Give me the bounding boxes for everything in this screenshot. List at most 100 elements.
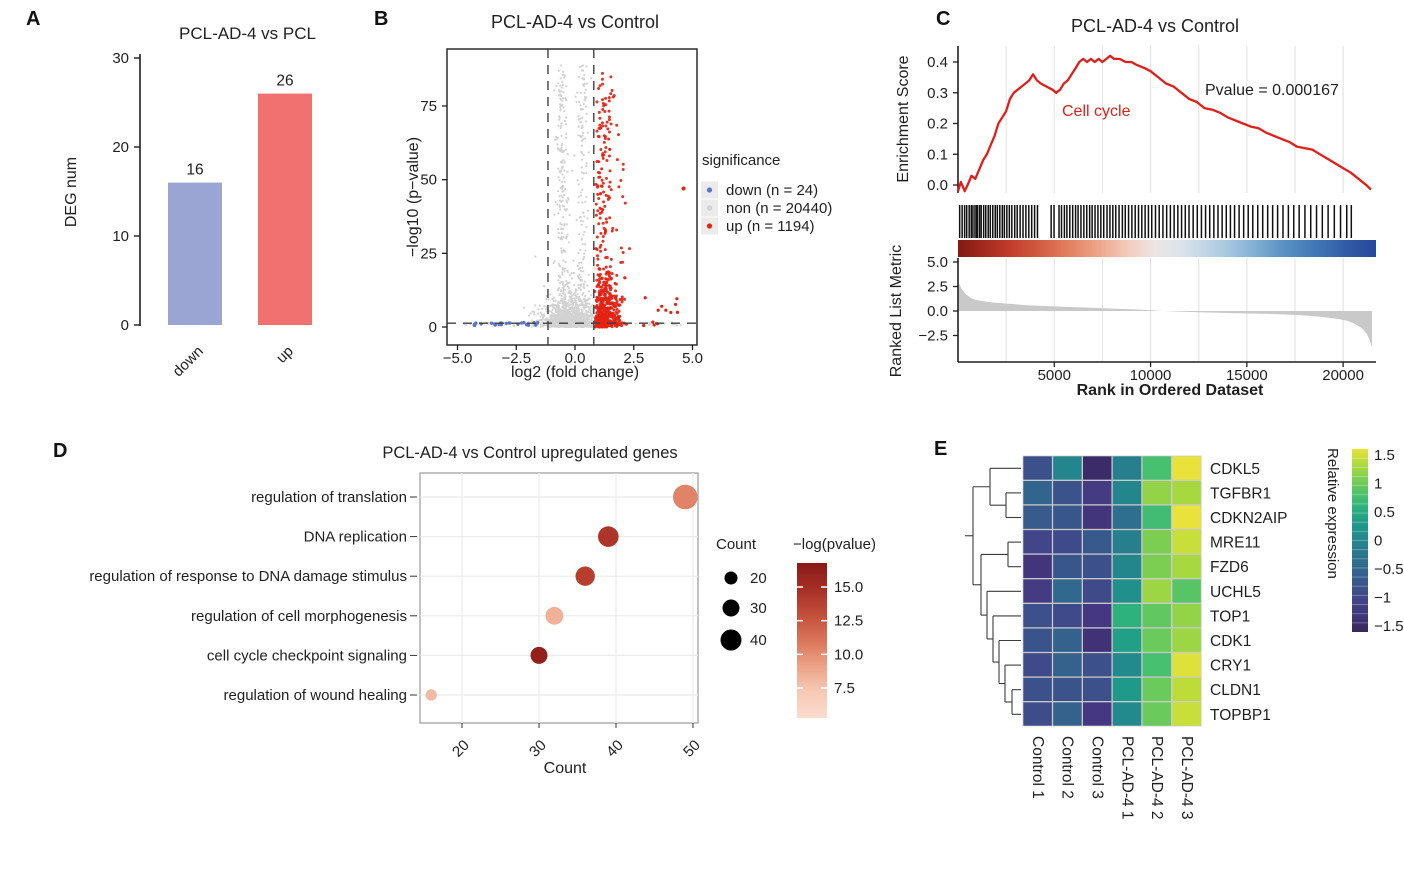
gene-label: FZD6	[1210, 559, 1249, 576]
volcano-legend-title: significance	[702, 152, 781, 169]
heatmap-cell	[1141, 578, 1172, 604]
pval-legend-tick-label: 10.0	[834, 646, 863, 663]
heatmap-cell	[1052, 504, 1083, 530]
c-es-tick-label: 0.3	[927, 85, 948, 102]
heatmap-cell	[1022, 627, 1053, 653]
heatmap-cell	[1082, 627, 1113, 653]
gsea-rank-metric-area	[958, 281, 1372, 348]
heatmap-cell	[1082, 455, 1113, 481]
gsea-x-axis-label: Rank in Ordered Dataset	[1076, 382, 1264, 399]
gsea-rank-color-band	[958, 240, 1376, 257]
go-term-dot	[575, 566, 595, 586]
a-y-tick-label: 10	[112, 228, 129, 245]
b-x-tick-label: −2.5	[501, 350, 531, 367]
b-y-tick-label: 25	[420, 245, 437, 262]
gsea-pvalue-text: Pvalue = 0.000167	[1205, 82, 1339, 99]
heatmap-cell	[1052, 677, 1083, 702]
size-legend-dot	[720, 629, 742, 651]
panel-a-plot: 0 10 20 30 16 down 26 up	[112, 50, 312, 380]
heatmap-cell	[1112, 554, 1142, 579]
heatmap-cell	[1141, 677, 1172, 702]
gene-label: UCHL5	[1210, 584, 1261, 601]
heatmap-cell	[1052, 627, 1083, 653]
heatmap-cell	[1141, 603, 1172, 628]
b-y-tick-label: 0	[429, 319, 437, 336]
dotplot-colorbar	[797, 563, 827, 718]
size-legend-label: 30	[750, 600, 767, 617]
b-x-tick-label: −5.0	[443, 350, 473, 367]
dotplot-size-legend: 20 30 40	[720, 570, 767, 651]
c-x-tick-label: 10000	[1130, 367, 1172, 384]
heatmap-cell	[1052, 578, 1083, 604]
heatmap-cell	[1022, 455, 1053, 481]
size-legend-label: 40	[750, 632, 767, 649]
heatmap-cell	[1082, 578, 1113, 604]
go-term-label: regulation of wound healing	[224, 687, 407, 704]
sample-label: PCL-AD-4 3	[1177, 736, 1195, 820]
deg-bar-down	[168, 182, 222, 325]
c-es-tick-label: 0.0	[927, 177, 948, 194]
d-x-tick-label: 50	[680, 737, 704, 761]
heatmap-cell	[1052, 554, 1083, 579]
panel-d-plot: regulation of translation DNA replication…	[89, 472, 704, 761]
heatmap-colorbar-title: Relative expression	[1324, 448, 1341, 579]
gsea-enrichment-curve	[956, 54, 1372, 193]
heatmap-cell	[1052, 603, 1083, 628]
heatmap-cell	[1171, 677, 1202, 702]
sample-label: PCL-AD-4 1	[1118, 736, 1136, 820]
heatmap-dendrogram	[965, 467, 1021, 715]
gene-label: CDKL5	[1210, 461, 1260, 478]
heatmap-cell	[1171, 627, 1202, 653]
heatmap-cell	[1171, 701, 1202, 727]
heatmap-cell	[1112, 455, 1142, 481]
heatmap-cell	[1022, 554, 1053, 579]
heatmap-cell	[1171, 652, 1202, 678]
gsea-rank-axis-label: Ranked List Metric	[888, 244, 905, 378]
b-y-tick-label: 75	[420, 98, 437, 115]
heatmap-cell	[1171, 578, 1202, 604]
go-term-dot	[545, 606, 564, 625]
gene-label: MRE11	[1210, 535, 1261, 552]
heatmap-cell	[1052, 652, 1083, 678]
c-rank-tick-label: −2.5	[918, 328, 948, 345]
panel-e-label: E	[934, 438, 948, 460]
heatmap-cell	[1022, 480, 1053, 505]
a-y-tick-label: 20	[112, 139, 129, 156]
panel-c-plot: 0.0 0.1 0.2 0.3 0.4 5.0 2.5 0.0 −2.5 5000 10000 150…	[918, 46, 1376, 384]
sample-label: Control 2	[1058, 736, 1076, 799]
a-y-tick-label: 0	[121, 317, 129, 334]
dotplot-size-legend-title: Count	[716, 536, 757, 553]
sample-label: PCL-AD-4 2	[1148, 736, 1166, 820]
heatmap-cell	[1112, 701, 1142, 727]
go-term-label: regulation of cell morphogenesis	[191, 608, 407, 625]
heatmap-colorbar	[1352, 449, 1368, 632]
heatmap-cell	[1022, 701, 1053, 727]
panel-b-plot: 0 25 50 75 −5.0 −2.5 0.0 2.5 5.0	[420, 48, 703, 367]
heatmap-cell	[1112, 529, 1142, 555]
sample-label: Control 3	[1088, 736, 1106, 799]
heatmap-cell	[1082, 603, 1113, 628]
pval-legend-tick-label: 7.5	[834, 680, 855, 697]
heatmap-cell	[1022, 652, 1053, 678]
panel-e-plot: CDKL5 TGFBR1 CDKN2AIP MRE11 FZD6 UCHL5 TOP1 CDK…	[965, 447, 1404, 727]
go-term-dot	[598, 526, 619, 547]
heatmap-cell	[1052, 480, 1083, 505]
a-bar-value-label: 16	[186, 162, 203, 179]
heatmap-cell	[1171, 504, 1202, 530]
a-x-category-label: down	[169, 343, 206, 380]
gene-label: CDK1	[1210, 633, 1251, 650]
heatmap-cell	[1112, 578, 1142, 604]
a-y-tick-label: 30	[112, 50, 129, 67]
b-x-tick-label: 5.0	[682, 350, 703, 367]
volcano-legend-entry-down: down (n = 24)	[726, 182, 819, 199]
volcano-legend-keys	[701, 181, 718, 235]
go-term-label: regulation of translation	[251, 489, 407, 506]
d-x-tick-label: 40	[603, 737, 627, 761]
colorbar-tick-label: −1	[1374, 590, 1391, 607]
heatmap-cell	[1171, 455, 1202, 481]
panel-d-label: D	[53, 440, 68, 462]
panel-c-label: C	[936, 8, 951, 30]
heatmap-cell	[1082, 652, 1113, 678]
